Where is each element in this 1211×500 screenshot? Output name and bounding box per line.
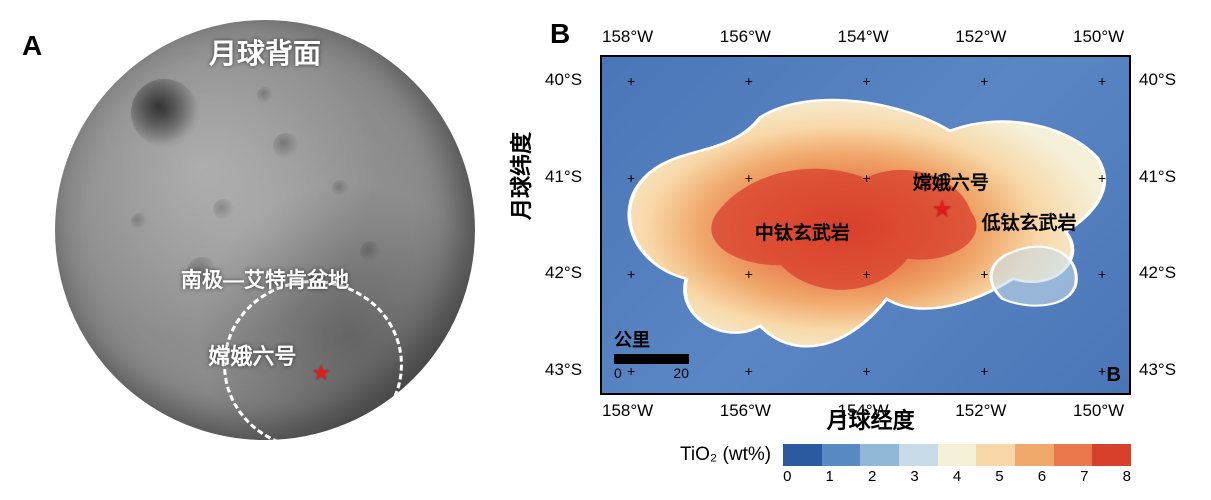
grid-cross: + bbox=[1098, 363, 1106, 379]
crater bbox=[257, 87, 274, 104]
x-tick: 150°W bbox=[1073, 401, 1124, 421]
panel-b: B 月球纬度 ++++++++ bbox=[515, 10, 1191, 490]
mid-ti-label: 中钛玄武岩 bbox=[755, 218, 850, 245]
lander-label-b: 嫦娥六号 bbox=[913, 168, 989, 195]
grid-cross: + bbox=[1098, 73, 1106, 89]
x-tick: 152°W bbox=[955, 401, 1006, 421]
grid-cross: + bbox=[1098, 266, 1106, 282]
x-tick: 150°W bbox=[1073, 27, 1124, 47]
grid-cross: + bbox=[863, 266, 871, 282]
scale-bar: 公里 0 20 bbox=[614, 326, 689, 381]
grid-cross: + bbox=[745, 73, 753, 89]
x-tick: 152°W bbox=[955, 27, 1006, 47]
spa-basin-label: 南极—艾特肯盆地 bbox=[181, 264, 349, 294]
colorbar-segment bbox=[860, 444, 899, 466]
lander-star-a: ★ bbox=[311, 360, 331, 386]
low-ti-label: 低钛玄武岩 bbox=[981, 208, 1076, 235]
colorbar-tick: 7 bbox=[1080, 468, 1088, 485]
y-tick: 41°S bbox=[545, 167, 582, 187]
y-tick: 43°S bbox=[1139, 360, 1176, 380]
crater bbox=[360, 241, 381, 262]
y-tick: 40°S bbox=[1139, 70, 1176, 90]
grid-cross: + bbox=[980, 363, 988, 379]
x-tick: 158°W bbox=[602, 401, 653, 421]
colorbar-segment bbox=[822, 444, 861, 466]
colorbar-tick: 4 bbox=[953, 468, 961, 485]
colorbar-tick: 1 bbox=[826, 468, 834, 485]
y-tick: 42°S bbox=[545, 263, 582, 283]
x-tick: 158°W bbox=[602, 27, 653, 47]
colorbar-segment bbox=[1015, 444, 1054, 466]
grid-cross: + bbox=[1098, 170, 1106, 186]
grid-cross: + bbox=[863, 363, 871, 379]
y-tick: 43°S bbox=[545, 360, 582, 380]
x-tick: 154°W bbox=[838, 27, 889, 47]
panel-b-label: B bbox=[550, 18, 570, 50]
x-tick: 154°W bbox=[838, 401, 889, 421]
tio2-map: ++++++++++++++++++++ 中钛玄武岩 嫦娥六号 ★ 低钛玄武岩 … bbox=[600, 55, 1131, 395]
crater bbox=[131, 79, 198, 146]
grid-cross: + bbox=[745, 363, 753, 379]
x-tick: 156°W bbox=[720, 27, 771, 47]
colorbar-tick: 8 bbox=[1123, 468, 1131, 485]
y-axis-label: 月球纬度 bbox=[504, 132, 536, 220]
grid-cross: + bbox=[980, 73, 988, 89]
crater bbox=[332, 180, 349, 197]
inset-corner-label: B bbox=[1107, 364, 1121, 387]
colorbar-tick: 5 bbox=[995, 468, 1003, 485]
grid-cross: + bbox=[627, 170, 635, 186]
lander-star-b: ★ bbox=[931, 195, 953, 224]
moon-title: 月球背面 bbox=[209, 32, 321, 72]
y-tick: 40°S bbox=[545, 70, 582, 90]
scale-rect bbox=[614, 354, 689, 364]
colorbar-segment bbox=[899, 444, 938, 466]
y-tick: 41°S bbox=[1139, 167, 1176, 187]
colorbar-tick: 6 bbox=[1038, 468, 1046, 485]
colorbar-segment bbox=[976, 444, 1015, 466]
moon-far-side: 月球背面 南极—艾特肯盆地 嫦娥六号 ★ bbox=[55, 20, 475, 440]
colorbar-tick: 0 bbox=[783, 468, 791, 485]
colorbar-tick: 3 bbox=[910, 468, 918, 485]
scale-label: 公里 bbox=[614, 326, 689, 352]
grid-cross: + bbox=[863, 170, 871, 186]
grid-cross: + bbox=[745, 170, 753, 186]
colorbar-segment bbox=[1092, 444, 1131, 466]
crater bbox=[131, 213, 148, 230]
scale-values: 0 20 bbox=[614, 365, 689, 381]
grid-cross: + bbox=[627, 266, 635, 282]
colorbar-segment bbox=[938, 444, 977, 466]
y-tick: 42°S bbox=[1139, 263, 1176, 283]
crater bbox=[273, 133, 298, 158]
colorbar-label: TiO₂ (wt%) bbox=[680, 444, 771, 466]
panel-a: A 月球背面 南极—艾特肯盆地 嫦娥六号 ★ bbox=[10, 10, 490, 490]
grid-cross: + bbox=[745, 266, 753, 282]
lander-label-a: 嫦娥六号 bbox=[208, 339, 296, 371]
grid-cross: + bbox=[863, 73, 871, 89]
colorbar-tick: 2 bbox=[868, 468, 876, 485]
x-tick: 156°W bbox=[720, 401, 771, 421]
colorbar-segment bbox=[783, 444, 822, 466]
colorbar-ticks: 0 1 2 3 4 5 6 7 8 bbox=[783, 468, 1131, 485]
crater bbox=[213, 199, 234, 220]
grid-cross: + bbox=[980, 266, 988, 282]
colorbar: TiO₂ (wt%) 012345678 bbox=[680, 435, 1131, 475]
colorbar-segment bbox=[1054, 444, 1093, 466]
colorbar-gradient: 012345678 bbox=[783, 444, 1131, 466]
panel-a-label: A bbox=[22, 30, 42, 62]
grid-cross: + bbox=[627, 73, 635, 89]
